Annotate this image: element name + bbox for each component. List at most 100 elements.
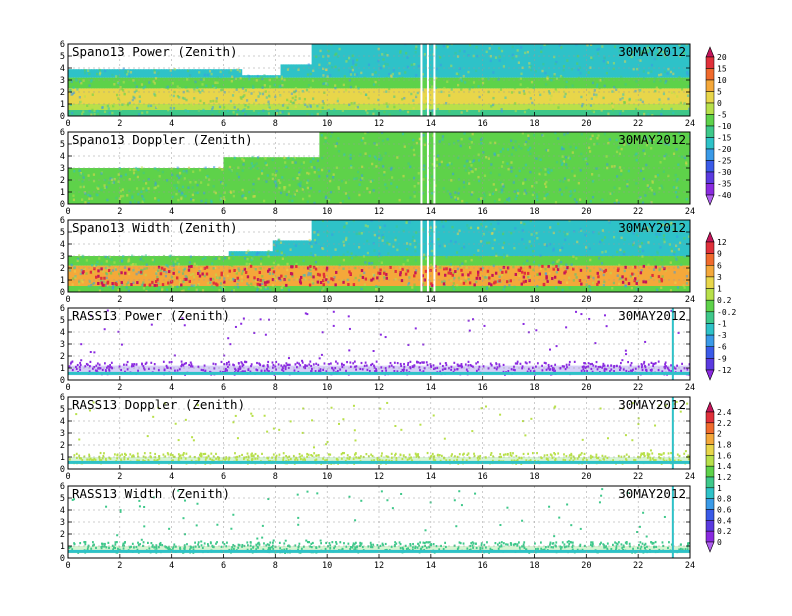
heat-speckle xyxy=(115,197,117,200)
heat-speckle xyxy=(666,174,668,177)
heat-speckle xyxy=(589,66,591,69)
heat-speckle xyxy=(596,137,598,140)
heat-speckle xyxy=(358,232,360,235)
heat-speckle xyxy=(396,156,398,159)
heat-speckle xyxy=(484,195,486,198)
heat-speckle xyxy=(365,94,367,97)
heat-speckle xyxy=(524,143,526,146)
heat-speckle xyxy=(490,55,492,58)
x-tick-label: 12 xyxy=(374,119,384,129)
heat-speckle xyxy=(143,287,145,290)
heat-speckle xyxy=(74,276,76,279)
heat-speckle xyxy=(158,199,160,202)
heat-speckle xyxy=(127,70,129,73)
heat-speckle xyxy=(450,279,452,282)
heat-speckle xyxy=(325,140,327,143)
heat-speckle xyxy=(317,159,319,162)
heat-speckle xyxy=(154,94,156,97)
heat-speckle xyxy=(343,153,345,156)
heat-speckle xyxy=(284,198,286,201)
heat-speckle xyxy=(494,239,496,242)
heat-speckle xyxy=(502,246,504,249)
heat-speckle xyxy=(415,47,417,50)
heat-speckle xyxy=(192,186,194,189)
heat-speckle xyxy=(565,163,567,166)
heat-speckle xyxy=(502,185,504,188)
heat-speckle xyxy=(265,162,267,165)
heat-speckle xyxy=(298,93,300,96)
heat-speckle xyxy=(483,198,485,201)
heat-speckle xyxy=(176,258,178,261)
heat-speckle xyxy=(276,76,278,79)
heat-speckle xyxy=(556,77,558,80)
heat-speckle xyxy=(165,271,167,274)
y-tick-label: 5 xyxy=(60,140,65,150)
y-tick-label: 2 xyxy=(60,88,65,98)
heat-speckle xyxy=(673,186,675,189)
heat-speckle xyxy=(342,109,344,112)
heat-speckle xyxy=(386,105,388,108)
heat-speckle xyxy=(500,88,502,91)
heat-speckle xyxy=(501,165,503,168)
heat-speckle xyxy=(461,111,463,114)
heat-speckle xyxy=(448,110,450,113)
heat-speckle xyxy=(111,179,113,182)
heat-speckle xyxy=(468,227,470,230)
heat-speckle xyxy=(675,164,677,167)
heat-speckle xyxy=(578,77,580,80)
heat-speckle xyxy=(310,73,312,76)
heat-speckle xyxy=(176,174,178,177)
heat-speckle xyxy=(143,199,145,202)
heat-speckle xyxy=(201,83,203,86)
heat-speckle xyxy=(82,110,84,113)
heat-speckle xyxy=(564,95,566,98)
heat-speckle xyxy=(124,93,126,96)
heat-speckle xyxy=(409,196,411,199)
heat-speckle xyxy=(431,240,433,243)
heat-speckle xyxy=(454,191,456,194)
heat-speckle xyxy=(408,282,410,285)
heat-speckle xyxy=(205,199,207,202)
heat-speckle xyxy=(269,184,271,187)
heat-speckle xyxy=(352,69,354,72)
heat-speckle xyxy=(424,53,426,56)
heat-speckle xyxy=(612,109,614,112)
heat-speckle xyxy=(357,87,359,90)
heat-speckle xyxy=(415,51,417,54)
heat-speckle xyxy=(116,94,118,97)
heat-speckle xyxy=(316,105,318,108)
heat-speckle xyxy=(563,133,565,136)
heat-speckle xyxy=(292,287,294,290)
heat-speckle xyxy=(458,161,460,164)
heat-speckle xyxy=(69,269,71,272)
heat-speckle xyxy=(308,63,310,66)
heat-speckle xyxy=(349,196,351,199)
heat-speckle xyxy=(260,263,262,266)
heat-speckle xyxy=(278,187,280,190)
heat-speckle xyxy=(495,50,497,53)
heat-speckle xyxy=(479,185,481,188)
heat-speckle xyxy=(647,184,649,187)
heat-speckle xyxy=(158,71,160,74)
heat-speckle xyxy=(588,71,590,74)
heat-speckle xyxy=(581,133,583,136)
heat-speckle xyxy=(231,76,233,79)
heat-speckle xyxy=(540,268,542,271)
heat-speckle xyxy=(375,165,377,168)
heat-speckle xyxy=(335,52,337,55)
heat-speckle xyxy=(564,177,566,180)
heat-speckle xyxy=(504,97,506,100)
heat-speckle xyxy=(341,180,343,183)
heat-speckle xyxy=(681,156,683,159)
heat-speckle xyxy=(87,174,89,177)
heat-speckle xyxy=(548,272,550,275)
heat-speckle xyxy=(88,84,90,87)
heat-speckle xyxy=(120,108,122,111)
heat-speckle xyxy=(521,86,523,89)
heat-speckle xyxy=(167,86,169,89)
heat-speckle xyxy=(664,71,666,74)
heat-speckle xyxy=(522,229,524,232)
heat-speckle xyxy=(639,245,641,248)
heat-speckle xyxy=(601,109,603,112)
heat-speckle xyxy=(621,148,623,151)
